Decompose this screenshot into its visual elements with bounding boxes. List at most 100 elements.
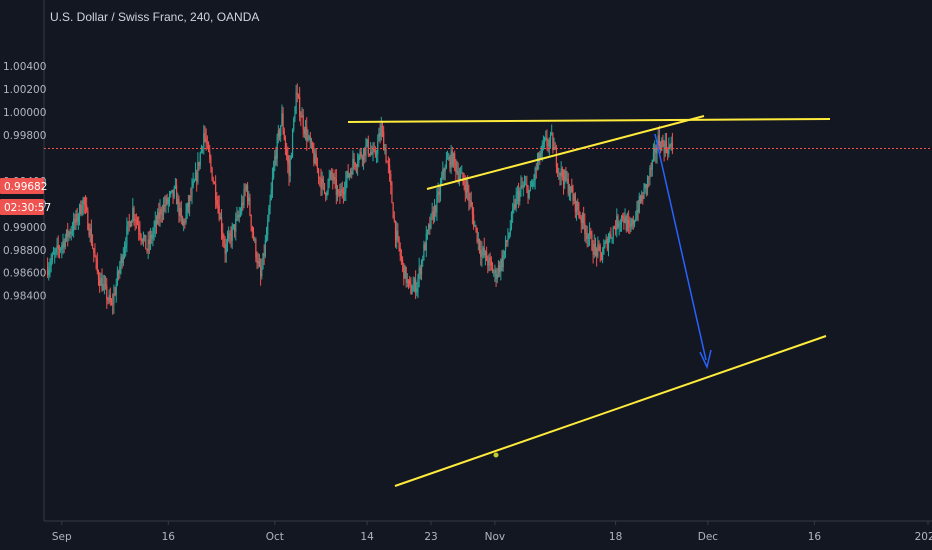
candle-body [385, 149, 387, 162]
candle-body [435, 205, 437, 213]
x-tick-label: 16 [162, 531, 176, 543]
candle-body [103, 283, 105, 285]
candle-body [574, 194, 576, 212]
candle-body [374, 150, 376, 155]
candle-body [381, 125, 384, 132]
candle-body [142, 237, 145, 242]
candle-body [265, 234, 268, 241]
candle-body [81, 210, 83, 215]
candle-body [467, 182, 469, 192]
candle-body [333, 177, 335, 181]
candle-body [254, 239, 256, 241]
candle-body [451, 151, 453, 166]
candle-body [396, 230, 398, 241]
candle-body [357, 162, 359, 167]
candle-body [315, 153, 317, 166]
candle-body [148, 239, 150, 245]
candle-body [189, 196, 191, 207]
candle-body [671, 142, 673, 151]
candle-body [552, 133, 554, 151]
candle-body [293, 118, 295, 130]
candle-body [539, 152, 541, 159]
candle-body [271, 177, 274, 190]
candle-body [403, 263, 405, 279]
candle-body [655, 147, 657, 154]
candle-body [412, 286, 414, 292]
candle-body [415, 279, 417, 293]
candle-body [186, 203, 188, 212]
candle-body [459, 173, 462, 178]
candle-body [454, 153, 456, 162]
candle-body [55, 248, 57, 253]
candle-body [450, 151, 452, 168]
candle-body [669, 145, 671, 147]
candle-body [312, 142, 314, 152]
candle-body [650, 168, 652, 170]
candle-body [355, 166, 358, 168]
candle-body [358, 155, 360, 163]
candle-body [235, 218, 237, 232]
candle-body [496, 274, 498, 279]
candle-body [239, 212, 242, 215]
candle-body [126, 226, 128, 246]
candle-body [286, 148, 288, 156]
candle-body [665, 141, 668, 150]
candle-body [387, 162, 389, 166]
candle-body [326, 192, 328, 197]
candle-body [275, 155, 277, 159]
candle-body [600, 252, 602, 260]
candle-body [158, 211, 160, 219]
candle-body [507, 238, 509, 243]
candle-body [283, 130, 285, 140]
candle-body [91, 243, 94, 248]
candle-body [309, 136, 311, 144]
candle-body [204, 133, 206, 139]
candle-body [73, 219, 75, 232]
candle-body [157, 211, 159, 224]
candle-body [379, 133, 381, 137]
candle-body [109, 295, 111, 303]
candle-body [120, 257, 122, 267]
candle-body [164, 204, 166, 207]
candle-body [260, 265, 262, 277]
candle-body [538, 152, 540, 162]
candle-body [581, 213, 584, 224]
candle-body [295, 92, 297, 114]
candle-body [495, 270, 497, 279]
candle-body [236, 215, 238, 219]
candle-body [481, 250, 483, 257]
candle-body [353, 158, 355, 164]
candle-body [215, 183, 217, 200]
candle-body [554, 147, 556, 150]
candle-body [394, 220, 397, 241]
candle-body [463, 180, 465, 186]
candle-body [587, 236, 589, 239]
candle-body [127, 221, 129, 227]
candle-body [436, 194, 438, 213]
candle-body [482, 247, 484, 251]
candle-body [527, 186, 529, 199]
candle-body [172, 189, 174, 197]
candle-body [601, 254, 604, 260]
candle-body [489, 257, 491, 261]
candle-body [194, 172, 197, 181]
candle-body [306, 126, 308, 141]
candle-body [296, 92, 298, 95]
candle-body [224, 245, 226, 254]
projection-arrow-head [699, 349, 712, 370]
candle-body [241, 202, 243, 213]
candle-body [225, 244, 227, 254]
candle-body [307, 136, 309, 141]
candle-body [616, 216, 618, 231]
candle-body [95, 257, 97, 260]
candle-body [250, 214, 252, 227]
candle-body [548, 140, 550, 147]
x-tick-label: Dec [698, 531, 719, 543]
candle-body [488, 257, 490, 266]
candle-body [200, 147, 203, 153]
x-tick-label: 18 [609, 531, 622, 543]
candle-body [294, 113, 296, 119]
countdown-tag: 02:30:57 [4, 202, 51, 214]
candle-body [578, 210, 580, 216]
candle-body [166, 197, 168, 204]
